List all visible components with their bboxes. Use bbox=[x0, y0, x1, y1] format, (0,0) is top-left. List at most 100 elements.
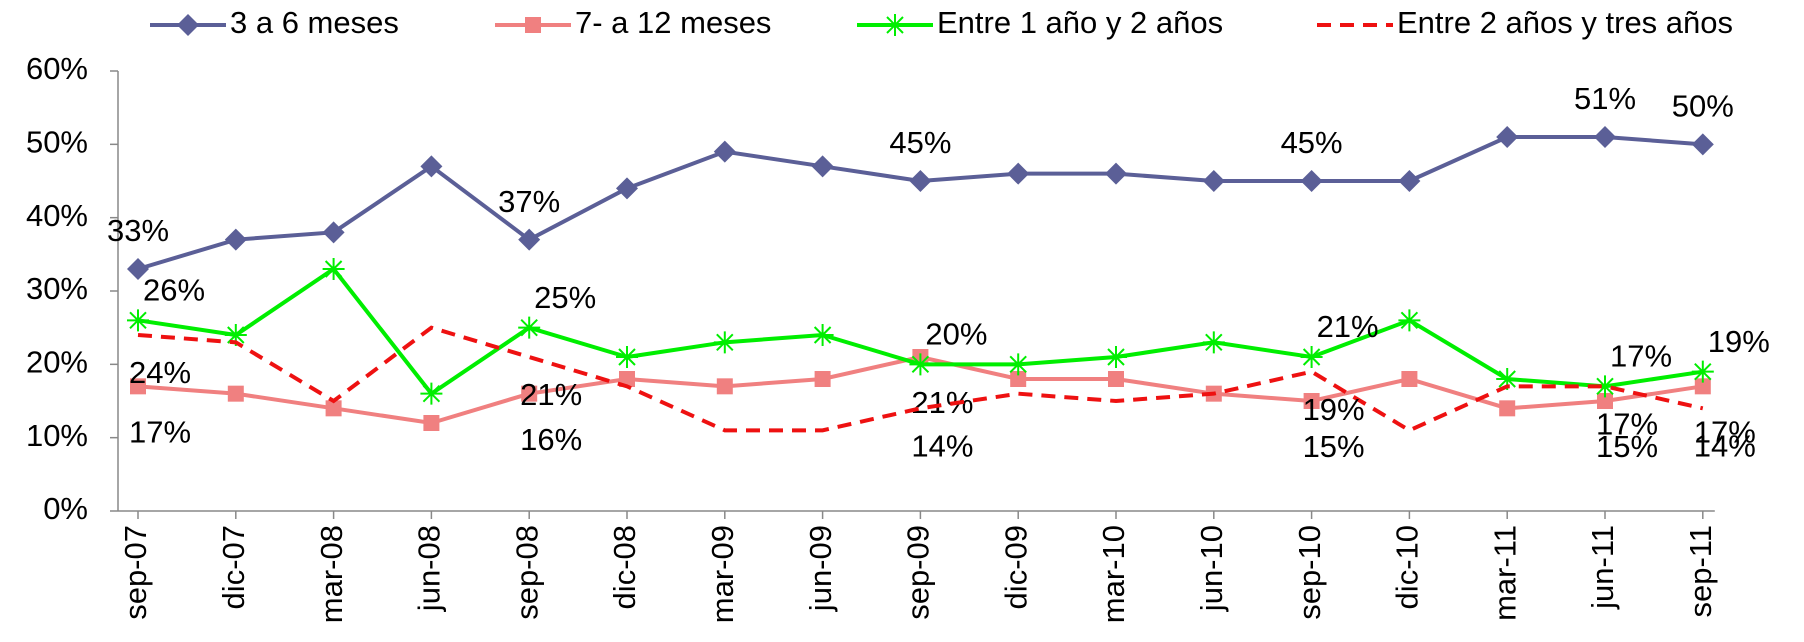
marker bbox=[1496, 368, 1519, 390]
data-label: 17% bbox=[1596, 407, 1658, 442]
x-tick-label: jun-10 bbox=[1194, 525, 1229, 612]
x-tick-label: jun-08 bbox=[412, 525, 447, 612]
marker bbox=[521, 385, 538, 402]
marker bbox=[616, 346, 638, 368]
marker bbox=[1105, 162, 1127, 185]
legend-label: 7- a 12 meses bbox=[575, 5, 771, 40]
data-label: 15% bbox=[1596, 429, 1658, 464]
data-label: 50% bbox=[1672, 89, 1734, 124]
marker bbox=[1300, 170, 1323, 192]
marker bbox=[1010, 371, 1027, 387]
marker bbox=[716, 378, 733, 395]
x-tick-label: mar-09 bbox=[705, 525, 740, 623]
marker bbox=[1105, 346, 1127, 368]
data-label: 21% bbox=[1317, 309, 1379, 344]
marker bbox=[1691, 133, 1714, 156]
marker bbox=[713, 331, 736, 354]
marker bbox=[420, 382, 443, 405]
marker bbox=[1007, 162, 1030, 185]
marker bbox=[1108, 371, 1124, 387]
marker bbox=[1597, 393, 1613, 409]
data-label: 51% bbox=[1574, 81, 1636, 116]
y-tick-label: 20% bbox=[26, 345, 88, 380]
marker bbox=[1499, 400, 1516, 417]
data-label: 15% bbox=[1303, 429, 1365, 464]
data-label: 24% bbox=[129, 355, 191, 390]
marker bbox=[811, 155, 834, 178]
marker bbox=[616, 177, 638, 200]
marker bbox=[325, 400, 342, 417]
marker bbox=[909, 353, 932, 376]
legend-label: Entre 1 año y 2 años bbox=[937, 5, 1223, 40]
legend-label: 3 a 6 meses bbox=[230, 5, 399, 40]
marker bbox=[127, 309, 149, 332]
y-tick-label: 10% bbox=[26, 418, 88, 453]
x-tick-label: mar-11 bbox=[1487, 525, 1522, 621]
x-tick-label: dic-10 bbox=[1390, 525, 1425, 609]
data-label: 33% bbox=[107, 213, 169, 248]
marker bbox=[1300, 346, 1323, 368]
data-label: 16% bbox=[520, 422, 582, 457]
marker bbox=[1694, 378, 1711, 395]
x-tick-label: sep-10 bbox=[1292, 525, 1327, 620]
data-label: 26% bbox=[143, 273, 205, 308]
legend-label: Entre 2 años y tres años bbox=[1397, 5, 1733, 40]
marker bbox=[713, 140, 736, 163]
data-label: 17% bbox=[129, 415, 191, 450]
data-label: 45% bbox=[889, 125, 951, 160]
x-tick-label: sep-08 bbox=[509, 525, 544, 620]
marker bbox=[1007, 353, 1030, 376]
marker bbox=[130, 378, 146, 395]
x-tick-label: sep-09 bbox=[901, 525, 936, 620]
x-tick-label: mar-10 bbox=[1096, 525, 1131, 623]
data-label: 14% bbox=[1694, 429, 1756, 464]
marker bbox=[227, 385, 244, 402]
x-tick-label: dic-08 bbox=[607, 525, 642, 609]
marker bbox=[1303, 393, 1320, 409]
marker bbox=[1594, 375, 1616, 398]
marker bbox=[1202, 170, 1225, 192]
data-label: 25% bbox=[534, 280, 596, 315]
data-label: 20% bbox=[925, 317, 987, 352]
marker bbox=[1496, 126, 1519, 148]
x-tick-label: dic-09 bbox=[998, 525, 1033, 609]
data-label: 19% bbox=[1708, 324, 1770, 359]
marker bbox=[127, 258, 149, 280]
x-tick-label: jun-09 bbox=[803, 525, 838, 612]
marker bbox=[423, 415, 440, 431]
marker bbox=[518, 316, 541, 339]
y-tick-label: 40% bbox=[26, 198, 88, 233]
marker bbox=[420, 155, 443, 178]
marker bbox=[322, 221, 345, 244]
marker bbox=[814, 371, 831, 387]
data-label: 37% bbox=[498, 184, 560, 219]
x-tick-label: mar-08 bbox=[314, 525, 349, 623]
data-label: 17% bbox=[1610, 339, 1672, 374]
data-label: 14% bbox=[911, 429, 973, 464]
data-label: 17% bbox=[1694, 415, 1756, 450]
marker bbox=[619, 371, 635, 387]
x-tick-label: dic-07 bbox=[216, 525, 251, 609]
marker bbox=[1398, 309, 1421, 332]
x-tick-label: jun-11 bbox=[1585, 525, 1620, 610]
data-label: 21% bbox=[520, 377, 582, 412]
data-label: 45% bbox=[1281, 125, 1343, 160]
marker bbox=[1594, 126, 1616, 148]
x-tick-label: sep-07 bbox=[118, 525, 153, 620]
data-label: 19% bbox=[1303, 392, 1365, 427]
marker bbox=[884, 14, 906, 36]
marker bbox=[224, 228, 247, 251]
marker bbox=[224, 324, 247, 346]
marker bbox=[1398, 170, 1421, 192]
y-tick-label: 60% bbox=[26, 51, 88, 86]
marker bbox=[1401, 371, 1418, 387]
y-tick-label: 50% bbox=[26, 125, 88, 160]
marker bbox=[1202, 331, 1225, 354]
marker bbox=[1691, 360, 1714, 383]
marker bbox=[525, 17, 541, 33]
y-tick-label: 30% bbox=[26, 271, 88, 306]
marker bbox=[518, 228, 541, 251]
marker bbox=[177, 14, 199, 36]
x-tick-label: sep-11 bbox=[1683, 525, 1718, 618]
